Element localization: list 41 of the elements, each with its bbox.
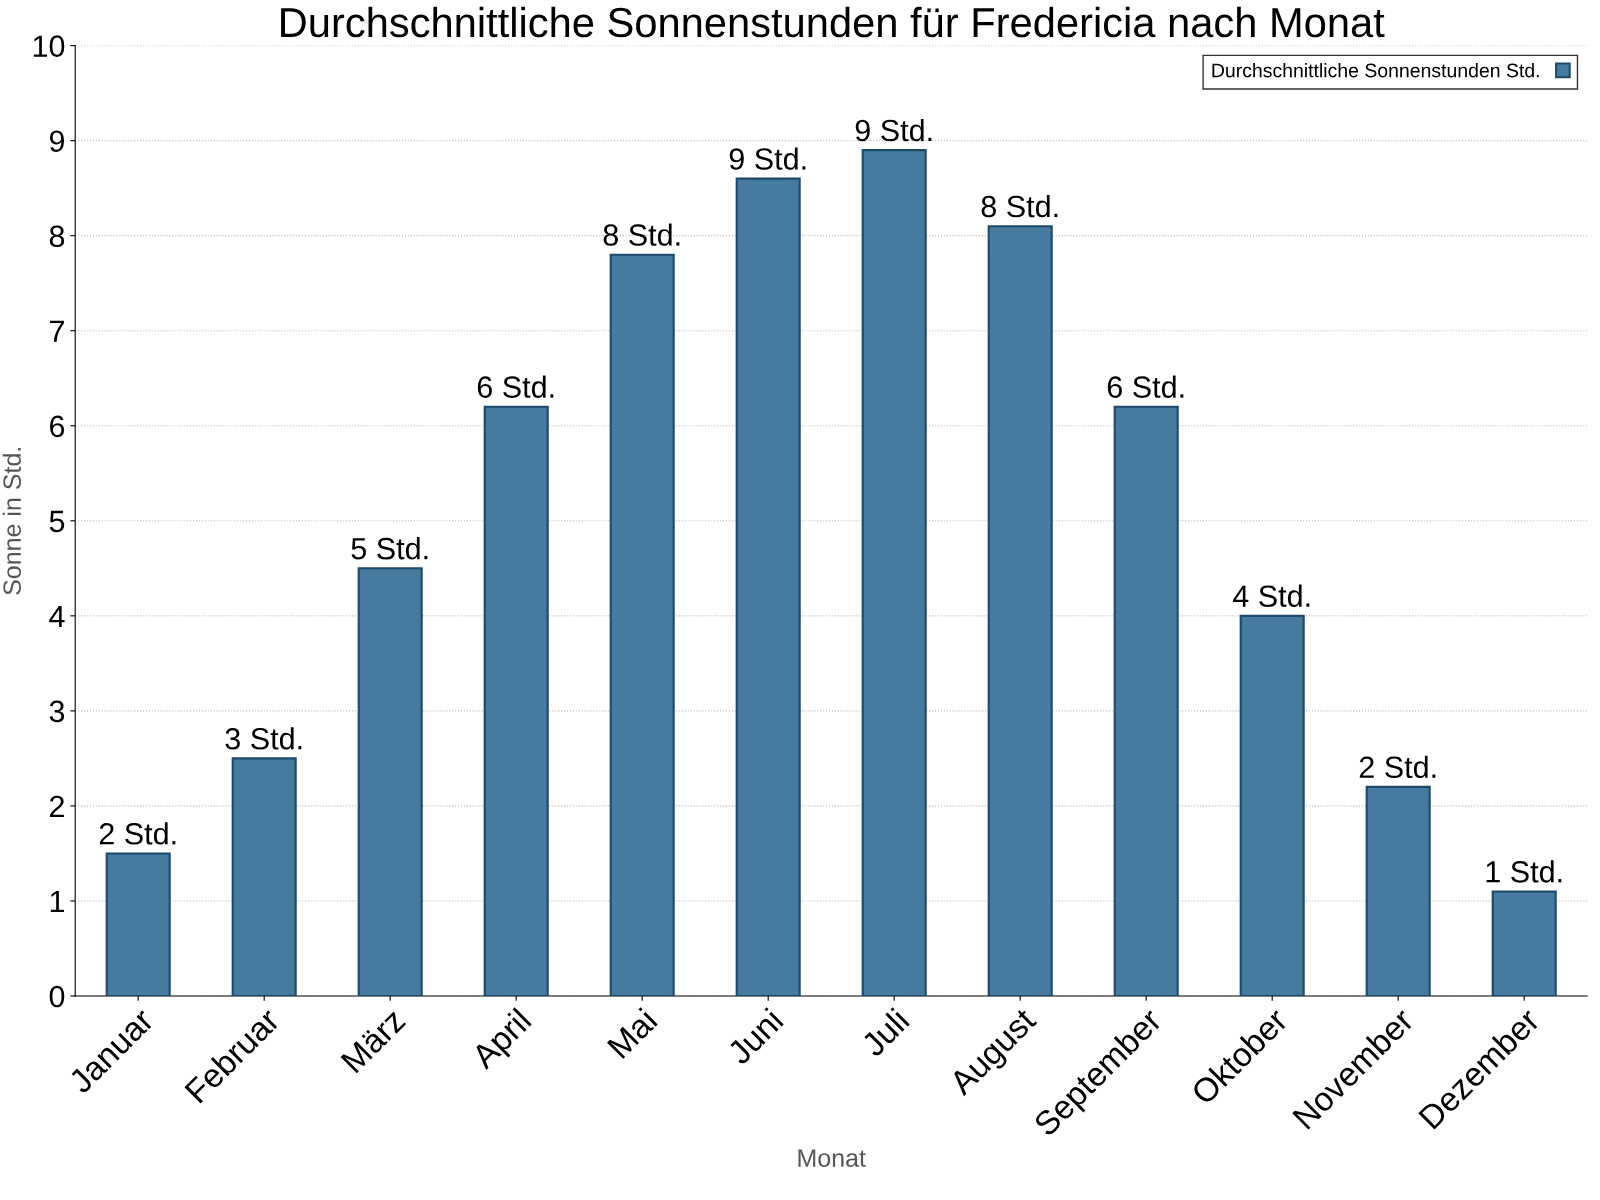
bar [357, 567, 423, 996]
y-tick-label: 7 [50, 320, 64, 342]
data-label: 9 Std. [729, 147, 806, 170]
y-tick-label: 4 [49, 605, 65, 627]
x-axis-title: Monat [798, 1149, 866, 1167]
data-label: 4 Std. [1232, 584, 1310, 608]
data-label: 6 Std. [1107, 375, 1184, 398]
y-tick-label: 3 [49, 700, 65, 723]
y-tick-label: 9 [49, 130, 65, 153]
data-label: 3 Std. [225, 727, 302, 750]
data-label: 8 Std. [981, 194, 1058, 218]
y-tick-label: 2 [50, 795, 64, 817]
bar [231, 757, 297, 996]
data-label: 1 Std. [1486, 860, 1562, 883]
data-label: 6 Std. [477, 375, 554, 398]
y-tick-label: 6 [50, 415, 65, 438]
bar [1491, 890, 1557, 996]
data-label: 9 Std. [855, 118, 932, 142]
bar [1365, 785, 1431, 996]
y-tick-label: 10 [33, 35, 65, 57]
y-tick-label: 1 [50, 891, 64, 913]
bar [483, 405, 549, 996]
x-tick-label: Juli [859, 1007, 910, 1059]
bar [1239, 614, 1305, 996]
data-label: 8 Std. [603, 223, 680, 246]
bar [105, 852, 171, 996]
data-label: 2 Std. [1359, 755, 1436, 779]
data-label: 5 Std. [351, 537, 428, 560]
data-label: 2 Std. [99, 822, 176, 845]
legend-label: Durchschnittliche Sonnenstunden Std. [1212, 63, 1539, 78]
bar [609, 253, 675, 996]
x-tick-label: Mai [606, 1007, 658, 1060]
bar [861, 149, 927, 996]
y-tick-label: 8 [49, 225, 65, 248]
y-tick-label: 5 [49, 510, 65, 533]
chart-title: Durchschnittliche Sonnenstunden für Fredericia nach Monat [281, 6, 1385, 38]
y-tick-label: 0 [49, 985, 65, 1008]
bar [987, 225, 1053, 996]
bar [735, 177, 801, 996]
y-axis-title: Sonne in Std. [2, 448, 21, 595]
bar [1113, 405, 1179, 996]
